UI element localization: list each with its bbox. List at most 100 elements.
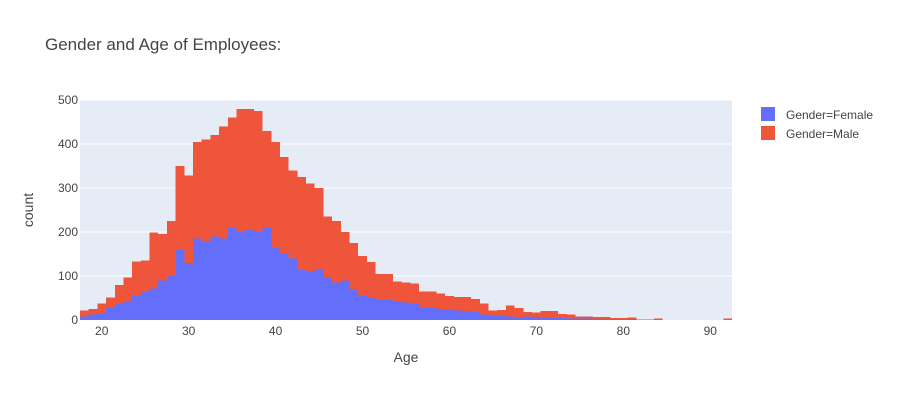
bar-male[interactable] [202,140,211,241]
bar-male[interactable] [497,310,506,316]
bar-male[interactable] [463,297,472,311]
bar-male[interactable] [523,312,532,316]
bar-male[interactable] [80,310,89,316]
bar-female[interactable] [584,319,593,320]
bar-female[interactable] [576,319,585,320]
bar-male[interactable] [376,274,385,300]
bar-female[interactable] [358,296,367,320]
bar-male[interactable] [393,282,402,302]
bar-male[interactable] [428,291,437,307]
bar-female[interactable] [463,311,472,320]
bar-female[interactable] [184,263,193,320]
bar-female[interactable] [515,317,524,320]
bar-female[interactable] [176,250,185,320]
bar-female[interactable] [332,283,341,320]
bar-male[interactable] [280,157,289,254]
bar-male[interactable] [454,297,463,310]
bar-male[interactable] [219,126,228,238]
bar-female[interactable] [193,239,202,320]
bar-male[interactable] [402,283,411,303]
bar-male[interactable] [723,319,732,320]
bar-male[interactable] [289,170,298,258]
bar-male[interactable] [332,221,341,283]
bar-female[interactable] [210,236,219,320]
bar-female[interactable] [567,319,576,320]
bar-male[interactable] [236,109,245,232]
bar-male[interactable] [436,294,445,309]
bar-female[interactable] [289,258,298,320]
bar-female[interactable] [436,309,445,320]
bar-male[interactable] [619,318,628,319]
bar-female[interactable] [523,316,532,320]
legend-item-female[interactable]: Gender=Female [761,107,873,122]
bar-female[interactable] [323,278,332,320]
bar-female[interactable] [132,296,141,320]
bar-male[interactable] [471,299,480,312]
bar-female[interactable] [245,230,254,320]
bar-male[interactable] [245,109,254,230]
bar-female[interactable] [263,228,272,320]
bar-male[interactable] [158,234,167,280]
bar-male[interactable] [384,274,393,300]
bar-male[interactable] [123,277,132,301]
bar-female[interactable] [280,254,289,320]
bar-female[interactable] [428,308,437,320]
bar-female[interactable] [419,307,428,320]
bar-female[interactable] [167,276,176,320]
bar-male[interactable] [419,291,428,306]
bar-female[interactable] [89,315,98,320]
bar-female[interactable] [158,280,167,320]
bar-male[interactable] [549,311,558,318]
bar-female[interactable] [384,300,393,320]
bar-female[interactable] [349,289,358,320]
bar-male[interactable] [480,304,489,315]
bar-female[interactable] [628,319,637,320]
bar-female[interactable] [367,297,376,320]
bar-male[interactable] [89,309,98,315]
bar-male[interactable] [576,316,585,318]
bar-female[interactable] [228,228,237,320]
bar-male[interactable] [358,256,367,296]
bar-female[interactable] [454,310,463,320]
bar-male[interactable] [558,314,567,318]
bar-male[interactable] [506,305,515,316]
bar-male[interactable] [584,316,593,318]
bar-female[interactable] [532,317,541,320]
bar-male[interactable] [349,243,358,289]
bar-female[interactable] [549,318,558,320]
bar-female[interactable] [315,269,324,320]
bar-female[interactable] [106,308,115,320]
bar-female[interactable] [410,303,419,320]
bar-female[interactable] [445,309,454,320]
legend[interactable]: Gender=Female Gender=Male [761,107,873,141]
bar-male[interactable] [132,261,141,295]
bar-female[interactable] [610,319,619,320]
bar-female[interactable] [219,239,228,320]
bar-female[interactable] [150,288,159,320]
bar-female[interactable] [254,232,263,320]
bar-female[interactable] [123,302,132,320]
bar-female[interactable] [202,241,211,320]
bar-female[interactable] [141,291,150,320]
bar-male[interactable] [315,188,324,269]
bar-male[interactable] [297,177,306,269]
bar-male[interactable] [228,118,237,228]
bar-female[interactable] [297,269,306,320]
bar-male[interactable] [567,314,576,318]
bar-male[interactable] [341,232,350,280]
bar-female[interactable] [80,316,89,320]
bar-female[interactable] [497,316,506,320]
bar-male[interactable] [271,142,280,248]
bar-female[interactable] [541,318,550,320]
bar-female[interactable] [602,319,611,320]
bar-male[interactable] [532,313,541,317]
bar-female[interactable] [480,315,489,320]
bar-male[interactable] [150,232,159,288]
bar-female[interactable] [506,316,515,320]
bar-male[interactable] [141,261,150,292]
bar-male[interactable] [367,262,376,297]
bar-male[interactable] [97,304,106,314]
bar-male[interactable] [445,296,454,309]
bar-male[interactable] [184,176,193,263]
bar-male[interactable] [628,317,637,319]
